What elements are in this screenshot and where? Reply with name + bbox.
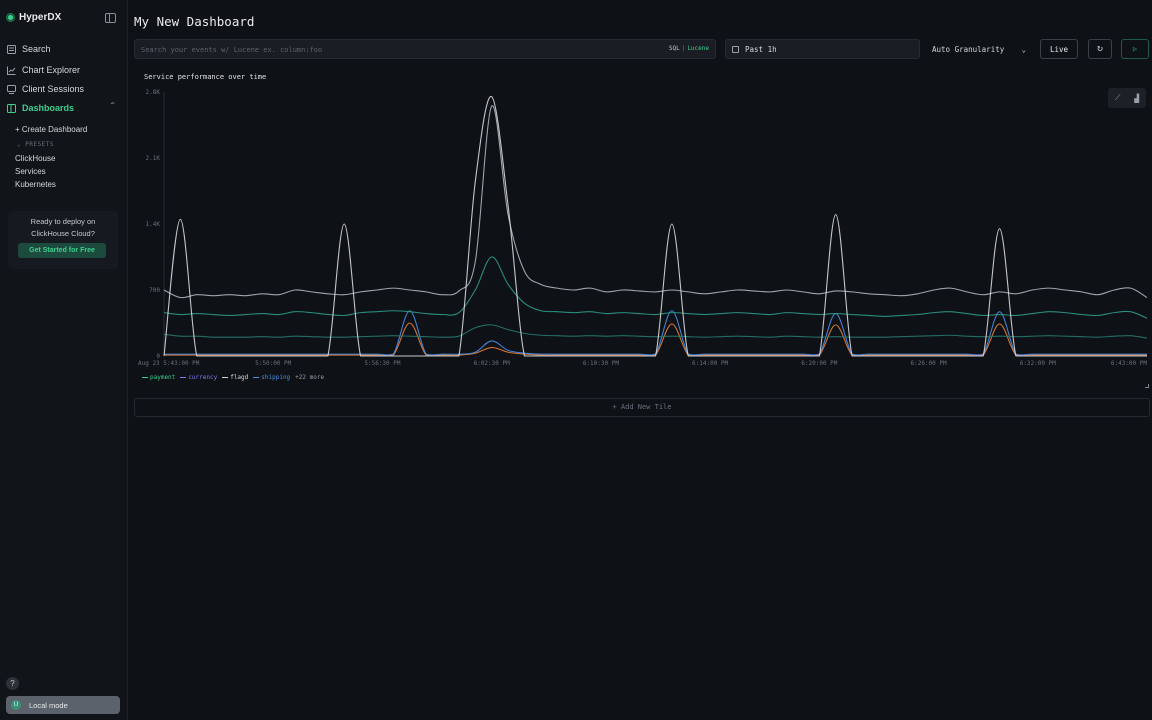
live-button[interactable]: Live	[1040, 39, 1078, 59]
legend-swatch	[180, 377, 187, 378]
preset-services[interactable]: Services	[15, 167, 46, 176]
x-tick-label: 6:26:00 PM	[910, 360, 947, 367]
chart-line-icon	[6, 65, 16, 75]
x-tick-label: 5:50:00 PM	[255, 360, 292, 367]
sidebar-item-dashboards[interactable]: Dashboards ⌃	[6, 100, 118, 116]
resize-handle[interactable]	[1145, 384, 1149, 388]
x-tick-label: 6:14:00 PM	[692, 360, 729, 367]
series-line-series-1[interactable]	[163, 310, 1147, 356]
time-range-picker[interactable]: Past 1h	[725, 39, 920, 59]
y-tick-label: 700	[149, 287, 160, 294]
series-line-series-4[interactable]	[163, 105, 1148, 299]
add-new-tile-button[interactable]: + Add New Tile	[134, 398, 1150, 417]
legend-item-currency[interactable]: currency	[180, 374, 217, 381]
y-tick-label: 2.8K	[146, 89, 161, 96]
promo-text: Ready to deploy on ClickHouse Cloud?	[30, 217, 96, 238]
legend-more[interactable]: +22 more	[295, 374, 325, 381]
line-chart-icon[interactable]: ⟋	[1114, 93, 1121, 102]
sidebar-item-label: Client Sessions	[22, 84, 85, 94]
y-tick-label: 2.1K	[146, 155, 161, 162]
time-range-value: Past 1h	[745, 44, 777, 54]
x-tick-label: 6:20:00 PM	[801, 360, 838, 367]
line-chart: 0 700 1.4K 2.1K 2.8K Aug 23 5:43:00 PM 5:50:00…	[138, 89, 1148, 367]
sidebar-item-label: Search	[22, 44, 51, 54]
x-tick-label: 6:43:00 PM	[1111, 360, 1148, 367]
legend-swatch	[222, 377, 229, 378]
preset-clickhouse[interactable]: ClickHouse	[15, 154, 56, 163]
avatar: U	[11, 700, 21, 710]
dashboard-icon	[6, 103, 16, 113]
local-mode-indicator[interactable]: U Local mode	[6, 696, 120, 714]
get-started-button[interactable]: Get Started for Free	[18, 243, 106, 258]
search-bar: SQL|Lucene	[134, 39, 716, 59]
sidebar-item-chart-explorer[interactable]: Chart Explorer	[6, 62, 118, 78]
calendar-icon	[732, 45, 739, 53]
brand[interactable]: HyperDX	[6, 12, 61, 23]
granularity-value: Auto Granularity	[932, 44, 1005, 54]
x-tick-label: Aug 23 5:43:00 PM	[138, 360, 200, 367]
sidebar-collapse-icon[interactable]	[105, 13, 116, 23]
page-title[interactable]: My New Dashboard	[134, 14, 255, 29]
sidebar-item-search[interactable]: Search	[6, 41, 118, 57]
chart-type-toggle[interactable]: ⟋ ▟	[1108, 88, 1146, 108]
chevron-down-icon: ⌄	[1021, 44, 1026, 54]
local-mode-label: Local mode	[29, 700, 68, 710]
preset-kubernetes[interactable]: Kubernetes	[15, 180, 56, 189]
y-tick-label: 0	[156, 353, 160, 360]
refresh-button[interactable]: ↻	[1088, 39, 1112, 59]
legend-swatch	[142, 377, 148, 378]
hyperdx-logo-icon	[6, 13, 15, 22]
sidebar-item-client-sessions[interactable]: Client Sessions	[6, 81, 118, 97]
refresh-icon: ↻	[1096, 43, 1104, 54]
lang-separator: |	[681, 45, 686, 52]
chevron-up-icon[interactable]: ⌃	[109, 101, 116, 110]
sidebar-item-label: Chart Explorer	[22, 65, 81, 75]
search-input[interactable]	[141, 43, 641, 56]
y-tick-label: 1.4K	[146, 221, 161, 228]
legend-swatch	[253, 377, 260, 378]
clickhouse-cloud-promo: Ready to deploy on ClickHouse Cloud? Get…	[8, 211, 118, 269]
series-line-series-3[interactable]	[163, 256, 1148, 319]
create-dashboard-link[interactable]: + Create Dashboard	[15, 125, 88, 134]
series-line-flagd[interactable]	[163, 96, 1147, 357]
query-language-toggle[interactable]: SQL | Lucene	[669, 45, 709, 52]
legend-item-flagd[interactable]: flagd	[222, 374, 248, 381]
x-tick-label: 5:56:30 PM	[364, 360, 401, 367]
help-button[interactable]: ?	[6, 677, 19, 690]
sidebar: HyperDX Search Chart Explorer Client Ses…	[0, 0, 128, 720]
search-doc-icon	[6, 44, 16, 54]
series-line-series-0[interactable]	[164, 322, 1147, 357]
legend-item-payment[interactable]: payment	[142, 374, 175, 381]
chevron-down-icon[interactable]: ⌄	[17, 141, 26, 148]
chart-tile[interactable]: 0 700 1.4K 2.1K 2.8K Aug 23 5:43:00 PM 5:50:00…	[134, 68, 1150, 391]
x-tick-label: 6:02:30 PM	[474, 360, 511, 367]
x-tick-label: 6:32:00 PM	[1020, 360, 1057, 367]
sidebar-item-label: Dashboards	[22, 103, 75, 113]
run-query-button[interactable]: ▷	[1121, 39, 1149, 59]
monitor-icon	[6, 84, 16, 94]
chart-legend: payment currency flagd shipping +22 more	[142, 374, 324, 381]
series-line-series-2[interactable]	[163, 324, 1148, 339]
x-tick-label: 6:10:30 PM	[583, 360, 620, 367]
granularity-select[interactable]: Auto Granularity ⌄	[928, 39, 1030, 59]
play-icon: ▷	[1132, 45, 1138, 53]
presets-heading: ⌄ PRESETS	[17, 141, 55, 148]
legend-item-shipping[interactable]: shipping	[253, 374, 290, 381]
lang-lucene-option[interactable]: Lucene	[687, 45, 709, 52]
app-name: HyperDX	[19, 12, 62, 23]
tile-title: Service performance over time	[144, 73, 267, 81]
lang-sql-option[interactable]: SQL	[668, 45, 680, 52]
plus-icon: +	[15, 125, 22, 134]
bar-chart-icon[interactable]: ▟	[1134, 93, 1140, 103]
